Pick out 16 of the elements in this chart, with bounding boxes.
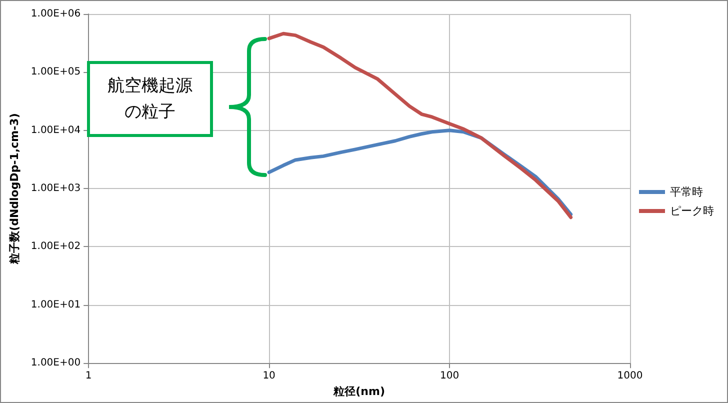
x-tick-label: 1000 xyxy=(617,370,643,382)
x-axis-title: 粒径(nm) xyxy=(332,385,385,398)
y-tick-label: 1.00E+00 xyxy=(30,358,81,369)
x-tick-label: 100 xyxy=(440,370,460,382)
y-tick-label: 1.00E+03 xyxy=(30,183,81,194)
x-tick-label: 10 xyxy=(262,370,276,382)
y-tick-label: 1.00E+01 xyxy=(30,299,81,310)
legend-label: ピーク時 xyxy=(670,204,714,218)
y-axis-title: 粒子数(dNdlogDp-1,cm-3) xyxy=(8,113,21,265)
x-tick-label: 1 xyxy=(85,370,92,382)
y-tick-label: 1.00E+05 xyxy=(30,66,81,78)
y-tick-label: 1.00E+04 xyxy=(30,124,81,136)
legend-label: 平常時 xyxy=(670,186,703,198)
annotation: 航空機起源の粒子 xyxy=(87,61,213,137)
y-tick-label: 1.00E+02 xyxy=(30,241,81,252)
y-tick-label: 1.00E+06 xyxy=(30,8,81,20)
